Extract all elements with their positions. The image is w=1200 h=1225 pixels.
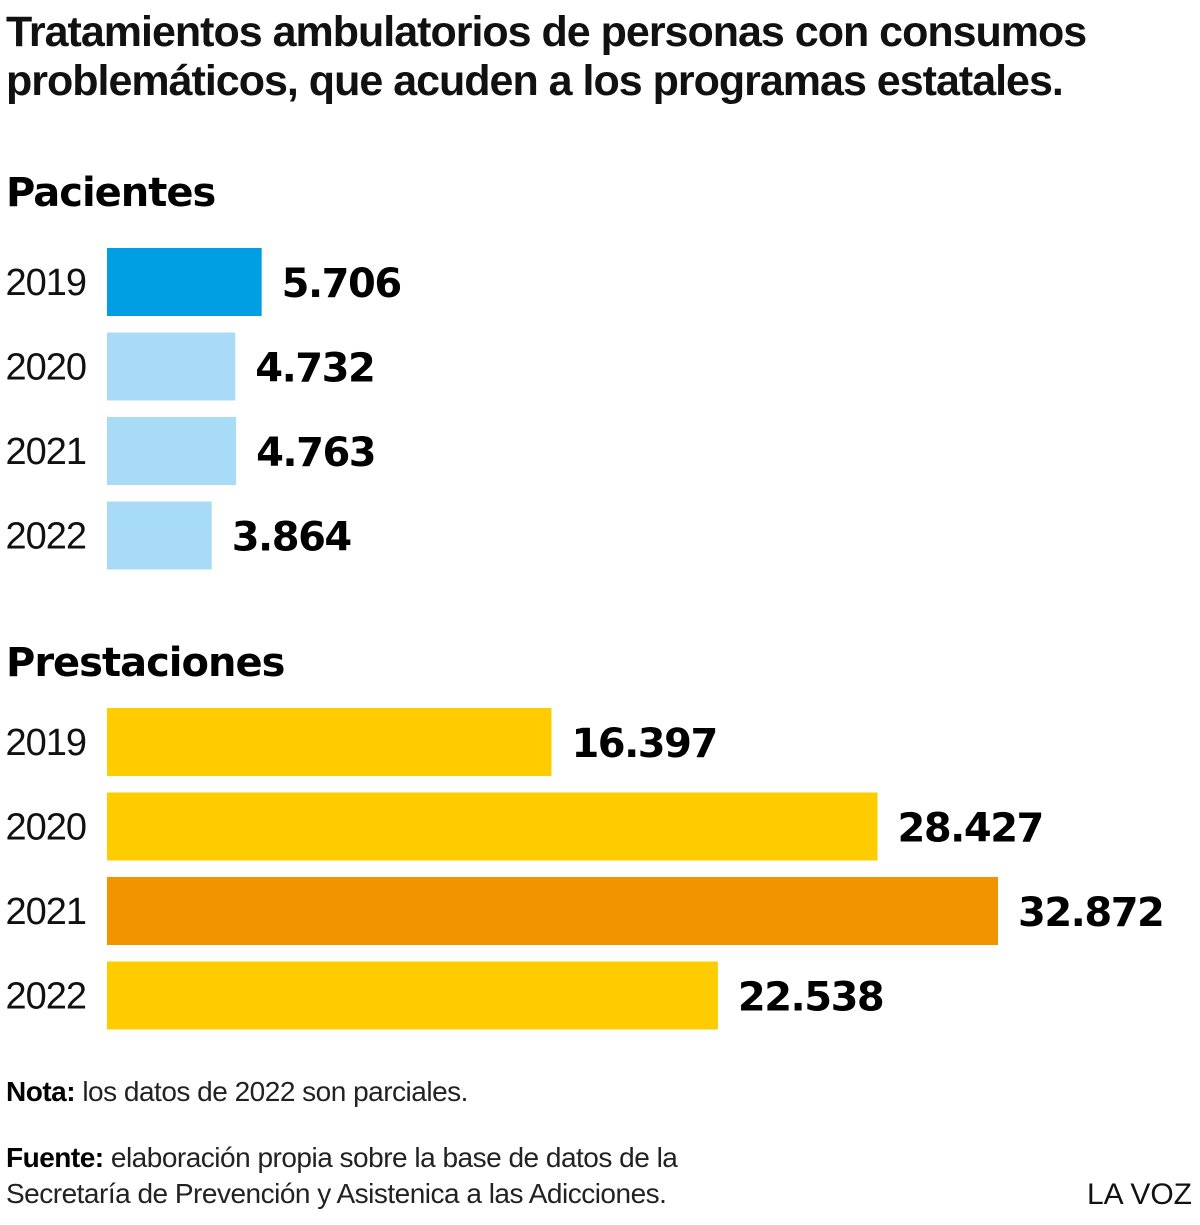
pacientes-value-label: 3.864 <box>232 515 351 561</box>
source-text: elaboración propia sobre la base de dato… <box>6 1142 678 1209</box>
note-label: Nota: <box>6 1076 76 1107</box>
pacientes-bar-2019 <box>107 248 262 316</box>
prestaciones-bar-2020 <box>107 792 878 861</box>
pacientes-bar-2021 <box>107 417 237 485</box>
prestaciones-category-label: 2019 <box>5 722 86 764</box>
prestaciones-category-label: 2021 <box>5 891 86 933</box>
prestaciones-bar-2022 <box>107 961 718 1030</box>
pacientes-category-label: 2022 <box>5 516 86 558</box>
source-label: Fuente: <box>6 1142 104 1173</box>
pacientes-bar-2022 <box>107 501 212 570</box>
source: Fuente: elaboración propia sobre la base… <box>6 1140 726 1212</box>
chart-title: Tratamientos ambulatorios de personas co… <box>6 8 1087 105</box>
pacientes-section-title: Pacientes <box>6 170 216 216</box>
prestaciones-category-label: 2020 <box>5 807 86 849</box>
prestaciones-value-label: 28.427 <box>898 806 1043 852</box>
pacientes-category-label: 2020 <box>5 347 86 389</box>
prestaciones-value-label: 32.872 <box>1018 890 1163 936</box>
prestaciones-value-label: 16.397 <box>571 721 716 767</box>
pacientes-bar-2020 <box>107 332 236 401</box>
brand-logo: LA VOZ <box>1086 1178 1192 1211</box>
pacientes-value-label: 4.763 <box>256 430 375 476</box>
prestaciones-bar-2021 <box>107 877 998 945</box>
prestaciones-section-title: Prestaciones <box>6 640 285 686</box>
prestaciones-value-label: 22.538 <box>738 975 883 1021</box>
pacientes-bar-chart: 2019 5.706 2020 4.732 2021 4.763 2022 3.864 <box>5 248 402 570</box>
pacientes-value-label: 5.706 <box>282 261 401 307</box>
prestaciones-bar-2019 <box>107 708 552 776</box>
pacientes-value-label: 4.732 <box>255 346 374 392</box>
prestaciones-category-label: 2022 <box>5 976 86 1018</box>
pacientes-category-label: 2019 <box>5 262 86 304</box>
pacientes-category-label: 2021 <box>5 431 86 473</box>
prestaciones-bar-chart: 2019 16.397 2020 28.427 2021 32.872 2022 22.538 <box>5 708 1165 1030</box>
note-text: los datos de 2022 son parciales. <box>75 1076 468 1107</box>
note: Nota: los datos de 2022 son parciales. <box>6 1074 468 1110</box>
